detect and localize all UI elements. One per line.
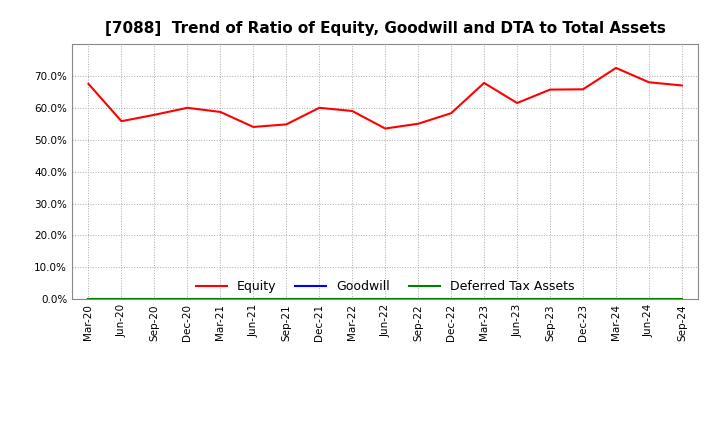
Line: Equity: Equity — [89, 68, 682, 128]
Equity — [183, 105, 192, 110]
Goodwill — [678, 297, 686, 302]
Equity — [579, 87, 588, 92]
Deferred Tax Assets — [282, 297, 291, 302]
Equity — [447, 110, 456, 116]
Equity — [678, 83, 686, 88]
Deferred Tax Assets — [381, 297, 390, 302]
Goodwill — [381, 297, 390, 302]
Goodwill — [447, 297, 456, 302]
Goodwill — [579, 297, 588, 302]
Equity — [117, 118, 126, 124]
Deferred Tax Assets — [315, 297, 323, 302]
Goodwill — [282, 297, 291, 302]
Equity — [546, 87, 554, 92]
Equity — [150, 112, 158, 117]
Deferred Tax Assets — [579, 297, 588, 302]
Equity — [414, 121, 423, 126]
Goodwill — [150, 297, 158, 302]
Equity — [315, 105, 323, 110]
Goodwill — [315, 297, 323, 302]
Goodwill — [546, 297, 554, 302]
Equity — [612, 65, 621, 70]
Equity — [381, 126, 390, 131]
Deferred Tax Assets — [414, 297, 423, 302]
Equity — [348, 108, 356, 114]
Deferred Tax Assets — [546, 297, 554, 302]
Deferred Tax Assets — [480, 297, 488, 302]
Deferred Tax Assets — [150, 297, 158, 302]
Goodwill — [414, 297, 423, 302]
Goodwill — [612, 297, 621, 302]
Title: [7088]  Trend of Ratio of Equity, Goodwill and DTA to Total Assets: [7088] Trend of Ratio of Equity, Goodwil… — [105, 21, 665, 36]
Equity — [480, 80, 488, 85]
Equity — [249, 124, 258, 129]
Equity — [282, 122, 291, 127]
Equity — [84, 81, 93, 87]
Deferred Tax Assets — [678, 297, 686, 302]
Deferred Tax Assets — [117, 297, 126, 302]
Deferred Tax Assets — [447, 297, 456, 302]
Deferred Tax Assets — [216, 297, 225, 302]
Goodwill — [348, 297, 356, 302]
Deferred Tax Assets — [348, 297, 356, 302]
Goodwill — [480, 297, 488, 302]
Legend: Equity, Goodwill, Deferred Tax Assets: Equity, Goodwill, Deferred Tax Assets — [191, 275, 580, 298]
Equity — [216, 109, 225, 114]
Deferred Tax Assets — [612, 297, 621, 302]
Deferred Tax Assets — [249, 297, 258, 302]
Goodwill — [644, 297, 653, 302]
Equity — [644, 80, 653, 85]
Goodwill — [249, 297, 258, 302]
Deferred Tax Assets — [644, 297, 653, 302]
Deferred Tax Assets — [513, 297, 521, 302]
Goodwill — [117, 297, 126, 302]
Deferred Tax Assets — [183, 297, 192, 302]
Equity — [513, 100, 521, 106]
Goodwill — [84, 297, 93, 302]
Goodwill — [216, 297, 225, 302]
Deferred Tax Assets — [84, 297, 93, 302]
Goodwill — [513, 297, 521, 302]
Goodwill — [183, 297, 192, 302]
